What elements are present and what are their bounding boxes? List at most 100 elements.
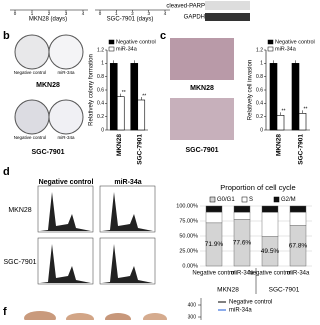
stacked-bar — [205, 205, 223, 213]
dish-label: Negative control — [14, 70, 47, 75]
y-tick-label: 1.2 — [97, 47, 104, 53]
group-label: SGC-7901 (days) — [107, 17, 154, 23]
y-tick-label: 50.00% — [179, 233, 198, 239]
dish — [14, 99, 50, 135]
dish — [14, 34, 50, 70]
significance-label: ** — [122, 90, 126, 96]
line-label: SGC-7901 — [185, 147, 218, 154]
y-tick-label: 75.00% — [179, 218, 198, 224]
significance-label: ** — [282, 109, 286, 115]
bar — [269, 63, 278, 131]
flow-histogram — [102, 192, 153, 231]
legend-label: Negative control — [116, 39, 156, 45]
legend-label: G2/M — [281, 197, 296, 203]
significance-label: ** — [304, 107, 308, 113]
legend-label: S — [249, 197, 253, 203]
stacked-bar — [289, 211, 307, 226]
blot-label: cleaved-PARP — [166, 4, 205, 10]
value-label: 49.5% — [261, 248, 280, 255]
row-label: MKN28 — [8, 207, 31, 214]
dish-label: miR-34a — [57, 70, 75, 75]
flow-plot — [99, 185, 156, 233]
stacked-bar — [233, 212, 251, 220]
x-tick-label: 1 — [115, 11, 118, 16]
x-tick-label: 1 — [31, 11, 34, 16]
x-tick-label: miR-34a — [231, 271, 254, 277]
y-tick-label: 1.2 — [256, 47, 263, 53]
panel-label: c — [160, 30, 166, 42]
chart-title: Proportion of cell cycle — [220, 183, 295, 192]
legend-swatch — [108, 39, 115, 45]
significance-label: ** — [142, 93, 146, 99]
panel-label: b — [3, 30, 10, 42]
y-axis-label: Relatively cell invasion — [248, 60, 254, 120]
dish — [48, 99, 84, 135]
legend-label: miR-34a — [275, 46, 297, 52]
x-tick-label: 2 — [131, 11, 134, 16]
flow-histogram — [40, 192, 91, 231]
x-tick-label: MKN28 — [116, 134, 123, 156]
bar — [137, 99, 146, 131]
y-tick-label: 0.2 — [256, 114, 263, 120]
y-tick-label: 0.00% — [182, 263, 198, 269]
stacked-bar — [289, 205, 307, 213]
legend-label: Negative control — [275, 39, 315, 45]
dish-label: Negative control — [14, 135, 47, 140]
bar — [130, 63, 139, 131]
group-label: MKN28 — [217, 287, 239, 294]
legend-swatch — [209, 196, 216, 203]
tumor — [105, 313, 131, 325]
y-tick-label: 0.6 — [256, 87, 263, 93]
y-tick-label: 0.4 — [256, 101, 263, 107]
tumor — [66, 313, 94, 325]
line-label: MKN28 — [190, 85, 214, 92]
bar — [109, 63, 118, 131]
y-tick-label: 0.2 — [97, 114, 104, 120]
y-tick-label: 0 — [101, 127, 104, 133]
x-tick-label: SGC-7901 — [136, 134, 143, 165]
y-tick-label: 0.8 — [256, 74, 263, 80]
x-tick-label: Negative control — [192, 271, 235, 277]
bar — [276, 115, 285, 131]
x-tick-label: SGC-7901 — [298, 134, 305, 165]
y-tick-label: 25.00% — [179, 248, 198, 254]
y-tick-label: 1 — [101, 61, 104, 67]
blot-band — [205, 1, 250, 10]
x-tick-label: miR-34a — [287, 271, 310, 277]
flow-histogram — [102, 244, 153, 283]
legend-label: G0/G1 — [217, 197, 235, 203]
x-tick-label: 4 — [82, 11, 85, 16]
flow-plot — [37, 185, 94, 233]
flow-plot — [37, 237, 94, 285]
y-tick-label: 100.00% — [176, 203, 198, 209]
x-tick-label: MKN28 — [276, 134, 283, 156]
y-tick-label: 0.4 — [97, 101, 104, 107]
bar — [291, 63, 300, 131]
y-axis-label: Relatively colony formation — [89, 54, 95, 126]
x-tick-label: 2 — [48, 11, 51, 16]
y-tick-label: 0 — [260, 127, 263, 133]
stacked-bar — [261, 212, 279, 237]
legend-swatch — [273, 196, 280, 203]
value-label: 71.9% — [205, 241, 224, 248]
stacked-bar — [233, 205, 251, 213]
bar — [116, 96, 125, 131]
panel-label: d — [3, 166, 10, 178]
column-label: Negative control — [39, 179, 94, 186]
invasion-image — [170, 98, 234, 140]
blot-band — [205, 13, 250, 21]
group-label: MKN28 (days) — [29, 17, 67, 23]
line-label: MKN28 — [36, 82, 60, 89]
row-label: SGC-7901 — [3, 259, 36, 266]
x-tick-label: 4 — [164, 11, 167, 16]
bar — [298, 113, 307, 131]
y-tick-label: 400 — [188, 302, 197, 308]
invasion-image — [170, 38, 234, 80]
dish-label: miR-34a — [57, 135, 75, 140]
flow-histogram — [40, 244, 91, 283]
value-label: 67.8% — [289, 242, 308, 249]
legend-label: Negative control — [229, 300, 272, 306]
flow-plot — [99, 237, 156, 285]
legend-swatch — [108, 46, 115, 52]
